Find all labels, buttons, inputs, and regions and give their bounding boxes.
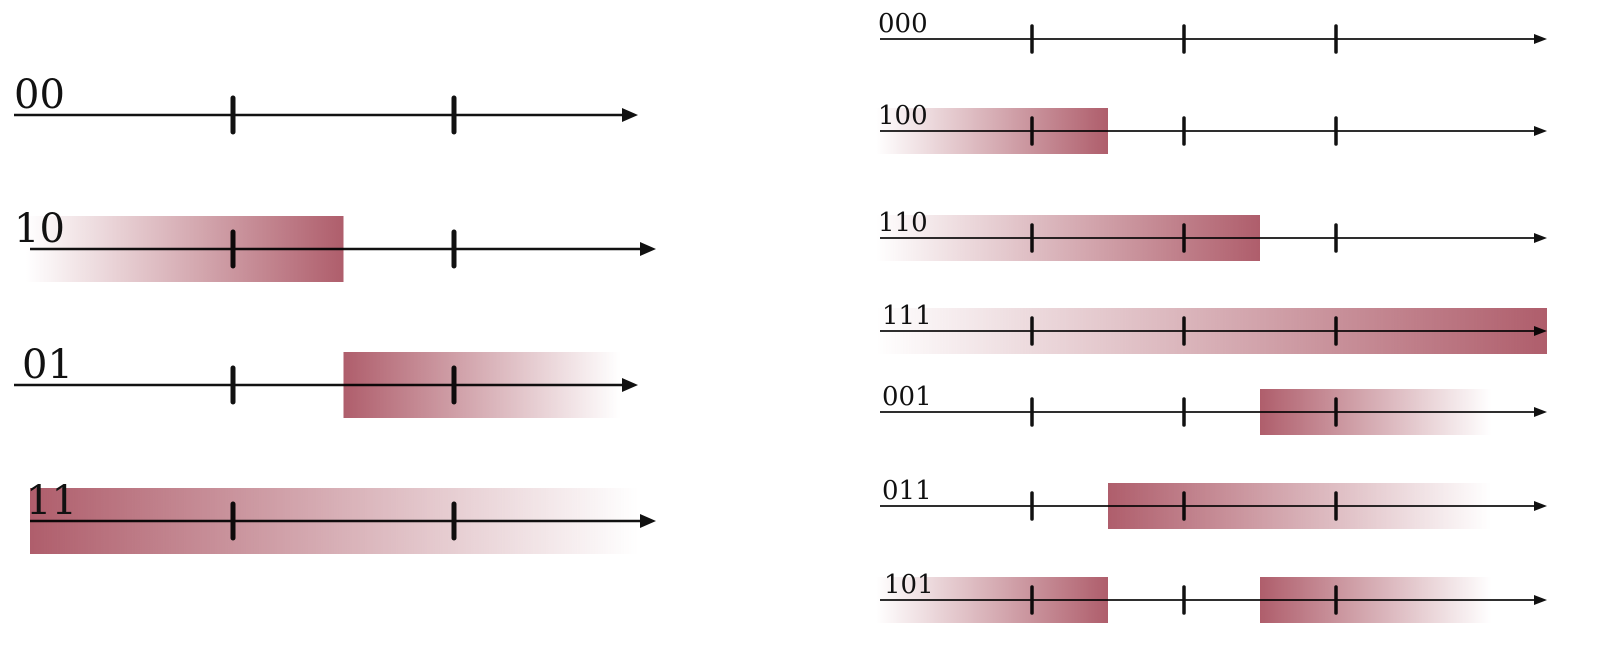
highlight-band: [344, 352, 621, 418]
highlight-band: [30, 488, 638, 554]
highlight-band: [876, 215, 1260, 261]
right-panel: 000 100 110 111 001 011 101: [876, 9, 1547, 623]
row-label: 000: [878, 9, 928, 39]
arrowhead-icon: [622, 108, 638, 122]
row-label: 001: [882, 382, 932, 412]
timeline-row: 111: [876, 301, 1547, 354]
arrowhead-icon: [1534, 407, 1547, 417]
timeline-row: 10: [14, 206, 656, 282]
row-label: 01: [22, 342, 73, 388]
timeline-row: 001: [880, 382, 1547, 435]
highlight-band: [26, 216, 344, 282]
timeline-row: 01: [14, 342, 638, 418]
row-label: 11: [26, 478, 77, 524]
arrowhead-icon: [1534, 595, 1547, 605]
timeline-row: 011: [880, 476, 1547, 529]
row-label: 011: [882, 476, 932, 506]
arrowhead-icon: [1534, 233, 1547, 243]
arrowhead-icon: [1534, 501, 1547, 511]
timeline-row: 11: [26, 478, 656, 554]
timeline-row: 101: [876, 570, 1547, 623]
highlight-band: [876, 308, 1547, 354]
arrowhead-icon: [640, 514, 656, 528]
timeline-row: 110: [876, 208, 1547, 261]
arrowhead-icon: [1534, 34, 1547, 44]
highlight-band: [1108, 483, 1491, 529]
arrowhead-icon: [640, 242, 656, 256]
timeline-row: 000: [878, 9, 1547, 52]
timeline-row: 00: [14, 72, 638, 132]
row-label: 100: [878, 101, 928, 131]
highlight-band: [1260, 389, 1491, 435]
left-panel: 00 10 01 11: [14, 72, 656, 554]
arrowhead-icon: [1534, 126, 1547, 136]
row-label: 00: [14, 72, 65, 118]
timeline-row: 100: [876, 101, 1547, 154]
row-label: 110: [878, 208, 928, 238]
arrowhead-icon: [622, 378, 638, 392]
highlight-band: [1260, 577, 1491, 623]
row-label: 101: [884, 570, 934, 600]
row-label: 111: [882, 301, 932, 331]
row-label: 10: [14, 206, 65, 252]
